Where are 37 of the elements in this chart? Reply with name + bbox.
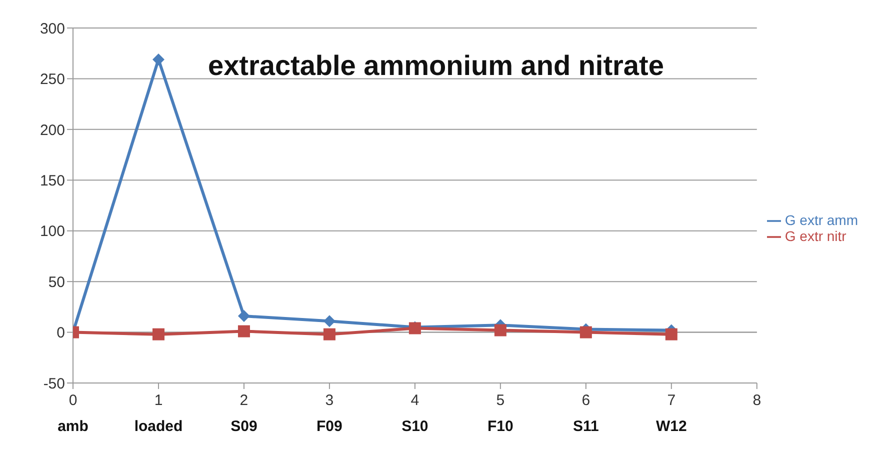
point — [665, 328, 678, 340]
point — [152, 328, 164, 340]
point — [238, 325, 250, 338]
x-tick-label: 2 — [240, 392, 248, 409]
x-tick-label: 8 — [752, 392, 762, 409]
text: F10 — [487, 418, 514, 435]
text: S11 — [572, 418, 599, 435]
text: extractable ammonium and nitrate — [208, 50, 664, 82]
point — [323, 328, 336, 340]
y-tick-label: 0 — [56, 324, 65, 342]
point — [323, 315, 336, 328]
y-tick-label: 150 — [40, 172, 65, 190]
point — [152, 53, 164, 66]
x-tick-label: 1 — [154, 392, 163, 409]
x-tick-label: 3 — [325, 392, 334, 409]
y-tick-label: 100 — [40, 223, 65, 240]
legend-label: G extr nitr — [784, 228, 846, 244]
y-tick-label: -50 — [43, 375, 65, 392]
x-tick-label: 6 — [582, 392, 590, 409]
legend-label: G extr amm — [784, 212, 858, 228]
text: F09 — [316, 418, 342, 435]
text: S10 — [402, 418, 428, 435]
text: S09 — [230, 418, 258, 435]
y-tick-label: 250 — [40, 71, 65, 88]
text: loaded — [134, 418, 183, 435]
x-tick-label: 4 — [410, 392, 420, 409]
point — [580, 326, 592, 338]
x-tick-label: 7 — [667, 392, 676, 409]
y-tick-label: 200 — [40, 122, 65, 139]
x-tick-label: 5 — [496, 392, 505, 409]
point — [238, 310, 250, 322]
y-tick-label: 300 — [40, 20, 65, 38]
text: W12 — [656, 418, 687, 435]
text: amb — [58, 418, 88, 435]
x-tick-label: 0 — [68, 392, 78, 409]
y-tick-label: 50 — [48, 274, 65, 291]
point — [494, 324, 506, 336]
